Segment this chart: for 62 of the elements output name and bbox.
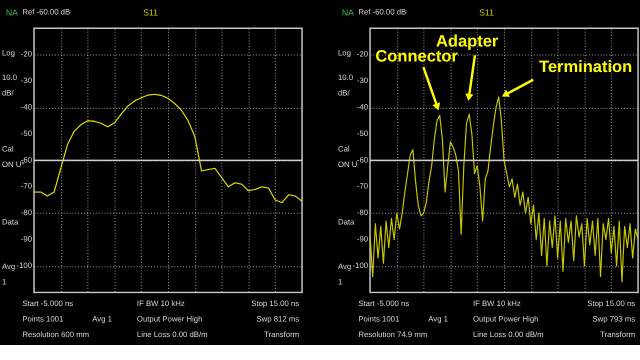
text: Avg 1 <box>428 314 448 324</box>
y-tick-label: -100 <box>16 260 32 270</box>
y-tick-label: -20 <box>20 50 32 59</box>
text: ON U <box>338 160 358 170</box>
text: IF BW 10 kHz <box>472 299 521 308</box>
y-tick-label: -90 <box>356 234 368 244</box>
text: Resolution 600 mm <box>22 330 90 340</box>
text: Avg <box>2 262 16 272</box>
y-tick-label: -40 <box>356 102 368 112</box>
y-tick-label: -20 <box>356 50 368 59</box>
text: Data <box>2 217 20 226</box>
text: Points 1001 <box>358 314 400 324</box>
line-series <box>34 94 302 204</box>
y-tick-label: -30 <box>20 76 32 86</box>
text: Output Power High <box>472 314 538 324</box>
text: Stop 15.00 ns <box>251 299 300 308</box>
y-tick-label: -80 <box>356 208 368 218</box>
text: Start -5.000 ns <box>22 299 74 308</box>
text: Transform <box>264 330 300 340</box>
text: dB/ <box>2 88 14 98</box>
chart-title: S11 <box>143 8 158 18</box>
text: IF BW 10 kHz <box>136 299 185 308</box>
text: 10.0 <box>338 72 354 82</box>
chart-title: S11 <box>479 8 494 18</box>
y-tick-label: -50 <box>356 128 368 138</box>
y-tick-label: -80 <box>20 208 32 218</box>
text: Line Loss 0.00 dB/m <box>472 330 544 340</box>
text: Line Loss 0.00 dB/m <box>136 330 208 340</box>
text: NA <box>342 8 354 18</box>
y-tick-label: -90 <box>20 234 32 244</box>
text: 1 <box>338 278 342 287</box>
text: Output Power High <box>136 314 202 324</box>
y-tick-label: -50 <box>20 128 32 138</box>
text: dB/ <box>338 88 350 98</box>
text: Avg 1 <box>92 314 112 324</box>
text: ON U* <box>2 160 24 170</box>
y-tick-label: -70 <box>20 182 32 191</box>
text: Transform <box>600 330 636 340</box>
text: Resolution 74.9 mm <box>358 330 428 340</box>
text: Swp 793 ms <box>592 314 636 324</box>
text: Avg <box>338 262 352 272</box>
y-tick-label: -40 <box>20 102 32 112</box>
text: Log <box>2 48 15 58</box>
text: Cal <box>338 144 350 154</box>
y-tick-label: -30 <box>356 76 368 86</box>
text: Points 1001 <box>22 314 64 324</box>
text: NA <box>6 8 18 18</box>
annotation: Termination <box>539 58 632 76</box>
text: Ref -60.00 dB <box>358 8 406 17</box>
text: 1 <box>2 278 6 287</box>
text: Data <box>338 217 356 226</box>
text: Stop 15.00 ns <box>587 299 636 308</box>
y-tick-label: -70 <box>356 182 368 191</box>
text: Cal <box>2 144 14 154</box>
text: 10.0 <box>2 72 18 82</box>
y-tick-label: -60 <box>356 155 368 164</box>
y-tick-label: -100 <box>352 260 368 270</box>
text: Swp 812 ms <box>256 314 300 324</box>
line-series <box>370 96 638 282</box>
text: Start -5.000 ns <box>358 299 410 308</box>
text: Ref -60.00 dB <box>22 8 70 17</box>
text: Log <box>338 48 351 58</box>
